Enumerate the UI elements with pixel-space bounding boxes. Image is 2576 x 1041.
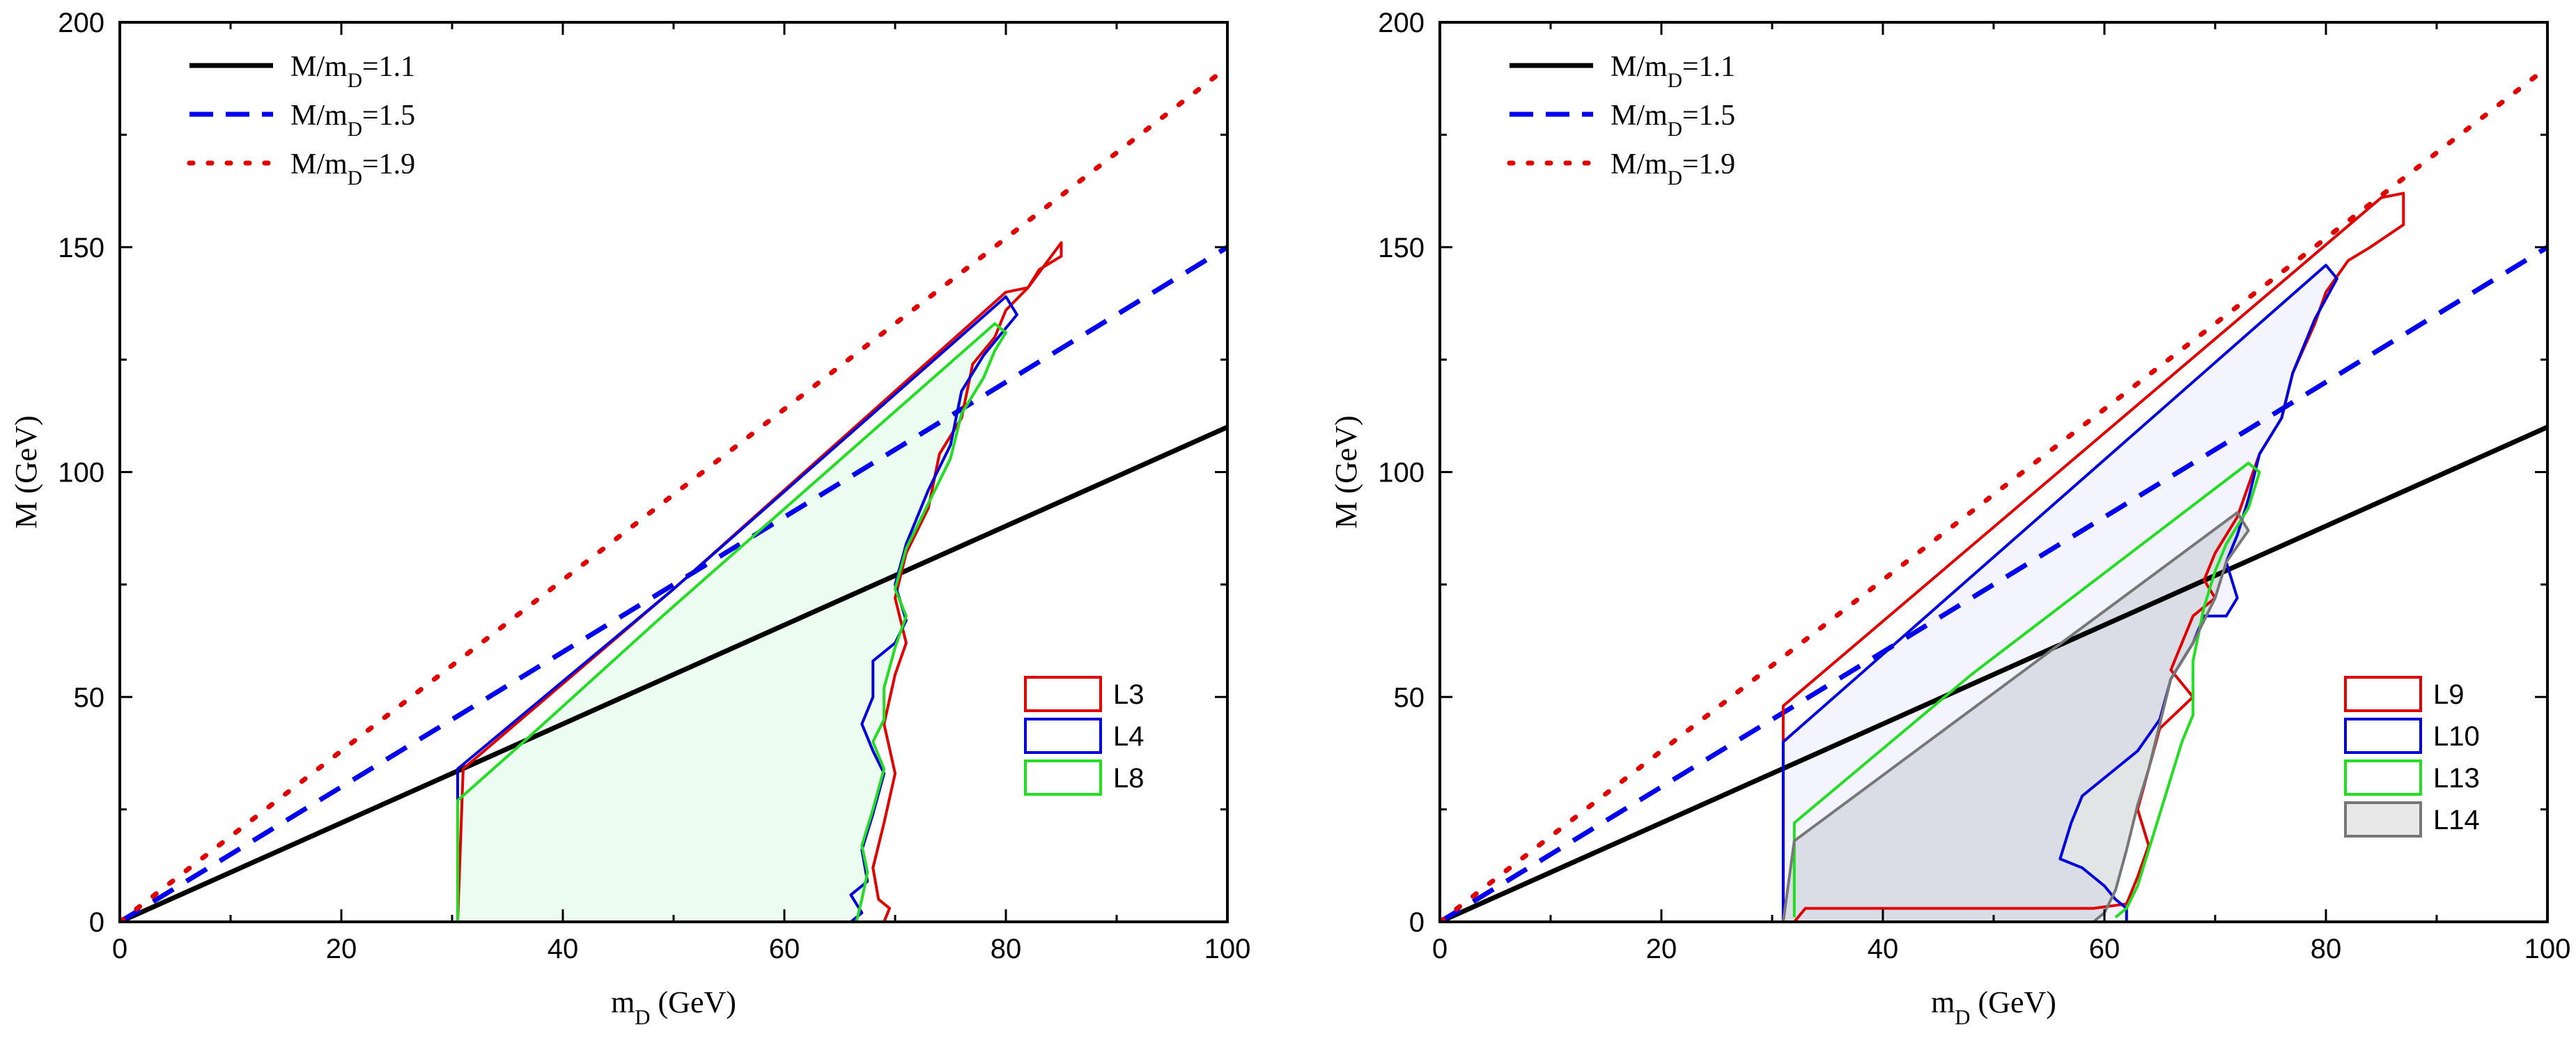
x-tick-label: 80: [2311, 934, 2342, 964]
region-outline-L8: [456, 322, 1007, 922]
legend-ref-label-1: M/mD=1.1: [1611, 51, 1735, 92]
y-tick-label: 200: [1378, 8, 1425, 38]
region-outline-L9: [1781, 192, 2405, 922]
region-outline-L14: [1781, 511, 2250, 922]
y-axis-label: M (GeV): [9, 415, 43, 529]
y-tick-label: 200: [58, 8, 104, 38]
y-tick-label: 50: [1394, 682, 1425, 713]
y-tick-label: 0: [89, 907, 104, 938]
legend-ref-label-3: M/mD=1.9: [1611, 148, 1735, 190]
y-tick-label: 150: [1378, 233, 1425, 263]
legend-swatch-L3: [1024, 676, 1102, 712]
legend-swatch-L13: [2344, 759, 2422, 796]
x-tick-label: 60: [769, 934, 800, 964]
x-tick-label: 100: [1204, 934, 1251, 964]
x-tick-label: 20: [326, 934, 357, 964]
legend-label-L9: L9: [2433, 679, 2465, 710]
x-tick-label: 40: [1868, 934, 1899, 964]
y-tick-label: 50: [74, 682, 105, 713]
x-tick-label: 20: [1646, 934, 1677, 964]
legend-ref-label-1: M/mD=1.1: [290, 51, 415, 92]
ref-line-1: [120, 424, 1227, 922]
legend-label-L4: L4: [1113, 721, 1145, 752]
chart-panel-2: 0 20 40 60 80 100 0 50 100 150 200 mD (GeV) M (GeV) M…: [1329, 8, 2570, 1029]
region-outline-L10: [1781, 263, 2338, 922]
chart-panel-1: 0 20 40 60 80 100 0 50 100 150 200 mD (GeV) M (GeV) M…: [9, 8, 1250, 1029]
plot-area: [1440, 65, 2547, 922]
x-tick-label: 0: [1432, 934, 1448, 964]
region-fill-L10: [1783, 265, 2337, 922]
legend-swatch-L8: [1024, 759, 1102, 796]
ref-line-3: [120, 65, 1227, 922]
plot-area: [120, 65, 1227, 922]
legend-label-L13: L13: [2433, 763, 2480, 794]
legend-swatch-L10: [2344, 718, 2422, 754]
legend-ref-label-2: M/mD=1.5: [1611, 100, 1735, 141]
y-axis-label: M (GeV): [1329, 415, 1363, 529]
ref-line-2: [120, 245, 1227, 922]
ref-line-1: [1440, 424, 2547, 922]
region-fill-L8: [458, 323, 1006, 922]
region-outline-L3: [456, 241, 1063, 922]
legend-swatch-L4: [1024, 718, 1102, 754]
x-tick-label: 40: [548, 934, 579, 964]
y-tick-label: 100: [58, 458, 104, 488]
ref-line-2: [1440, 245, 2547, 922]
y-tick-label: 0: [1409, 907, 1425, 938]
legend-label-L8: L8: [1113, 763, 1145, 794]
x-tick-label: 100: [2524, 934, 2571, 964]
x-tick-label: 80: [991, 934, 1022, 964]
legend-ref-label-3: M/mD=1.9: [290, 148, 415, 190]
legend-swatch-L14: [2344, 801, 2422, 838]
legend-swatch-L9: [2344, 676, 2422, 712]
x-tick-label: 0: [112, 934, 127, 964]
x-tick-label: 60: [2089, 934, 2120, 964]
legend-label-L10: L10: [2433, 721, 2480, 752]
x-axis-label: mD (GeV): [611, 985, 736, 1029]
y-tick-label: 100: [1378, 458, 1425, 488]
legend-label-L14: L14: [2433, 805, 2480, 835]
legend-ref-label-2: M/mD=1.5: [290, 100, 415, 141]
y-tick-label: 150: [58, 233, 104, 263]
x-axis-label: mD (GeV): [1931, 985, 2056, 1029]
legend-label-L3: L3: [1113, 679, 1145, 710]
ref-line-3: [1440, 65, 2547, 922]
